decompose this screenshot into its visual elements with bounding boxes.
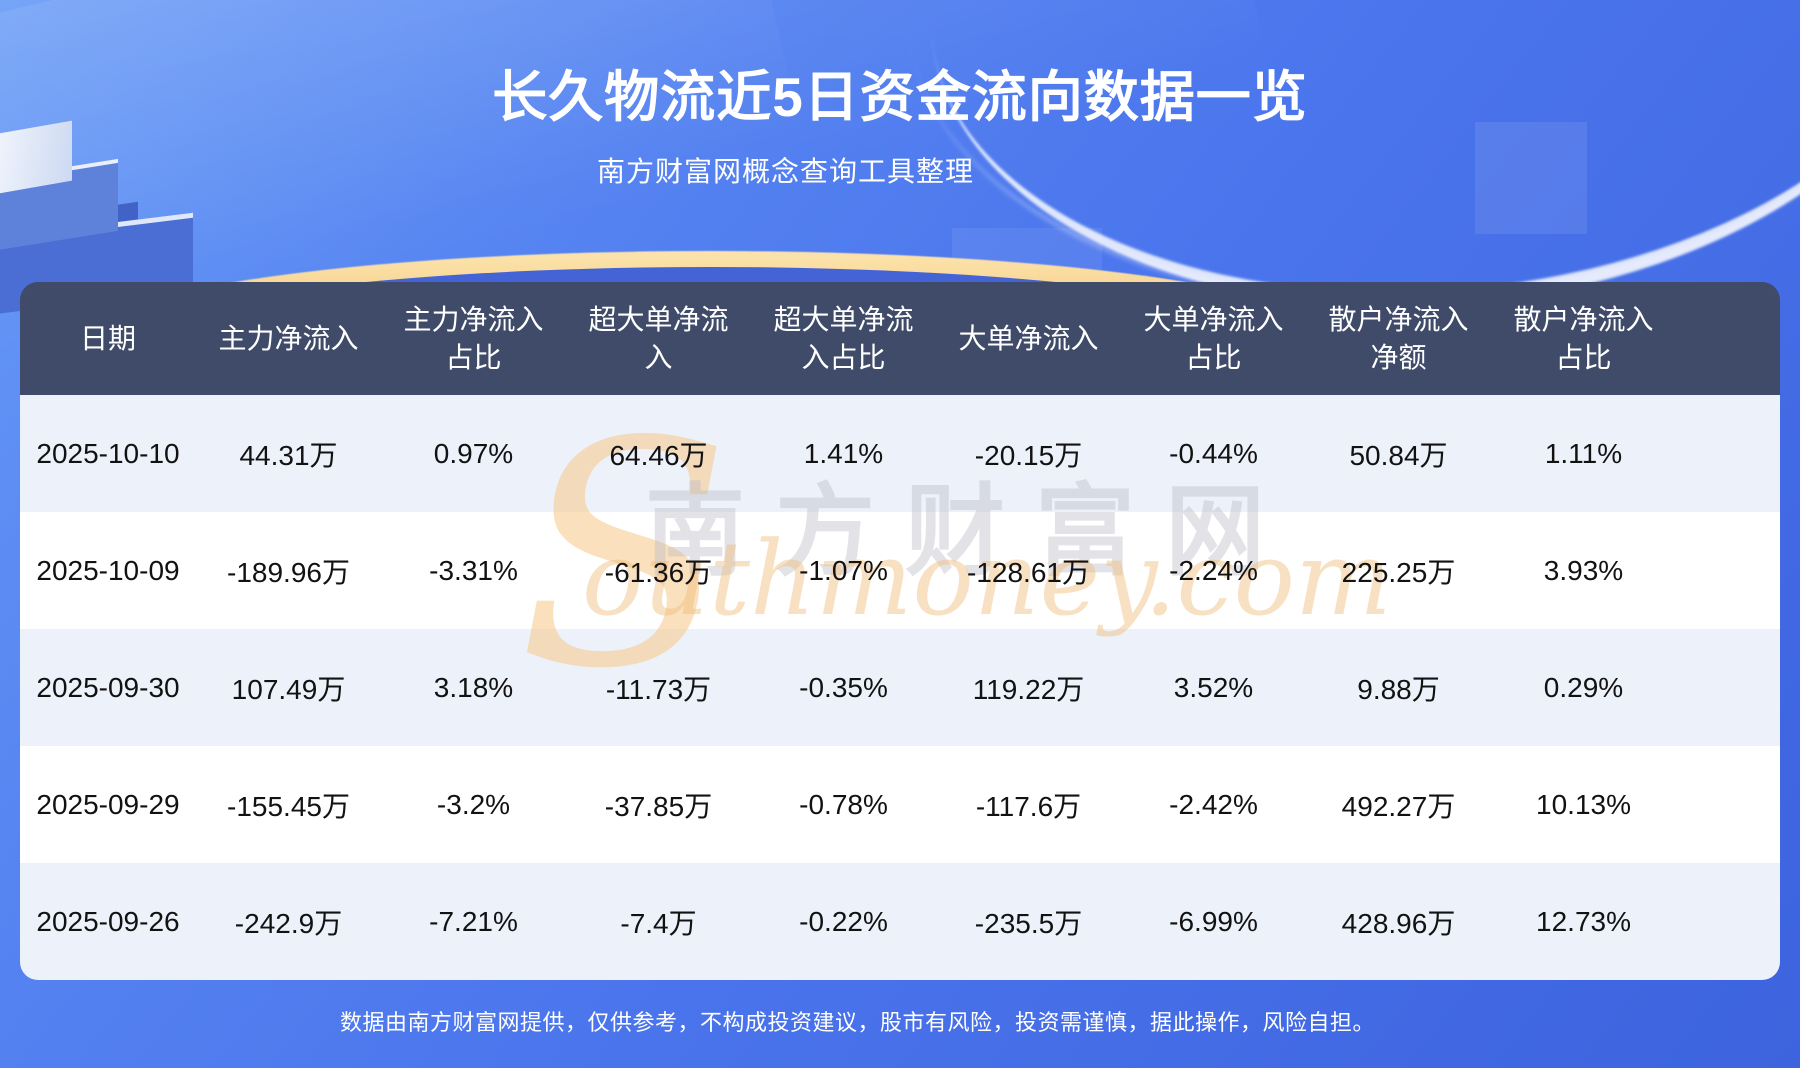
page-title: 长久物流近5日资金流向数据一览 [492,66,1308,128]
table-cell: 10.13% [1536,788,1631,820]
table-cell: -189.96万 [227,556,350,588]
column-header: 主力净流入 [218,322,359,354]
table-row: 2025-10-10 44.31万 0.97% 64.46万 1.41% -20.15万 -… [20,395,1780,512]
table-cell: 9.88万 [1357,673,1440,705]
column-header: 散户净流入占比 [1513,303,1654,373]
page-subtitle: 南方财富网概念查询工具整理 [597,156,975,187]
table-cell: -128.61万 [967,556,1090,588]
fund-flow-table: 日期 主力净流入 主力净流入占比 超大单净流入 超大单净流入占比 大单净流入 大单净流入占比… [20,282,1780,980]
column-header: 散户净流入净额 [1328,303,1469,373]
table-cell: 2025-10-10 [36,437,180,469]
column-header: 大单净流入占比 [1143,303,1284,373]
table-cell: 225.25万 [1341,556,1456,588]
table-cell: -155.45万 [227,790,350,822]
table-row: 2025-09-30 107.49万 3.18% -11.73万 -0.35% 119.2… [20,629,1780,746]
table-cell: -6.99% [1169,905,1258,937]
table-cell: 3.18% [433,671,514,703]
table-cell: -2.24% [1169,554,1258,586]
table-cell: -37.85万 [604,790,713,822]
translucent-panel-decoration [1475,122,1587,234]
table-cell: 0.97% [433,437,514,469]
column-header: 超大单净流入占比 [773,303,914,373]
table-cell: -0.44% [1169,437,1258,469]
column-header: 日期 [79,322,136,354]
table-cell: -61.36万 [604,556,713,588]
table-row: 2025-09-26 -242.9万 -7.21% -7.4万 -0.22% -235.5… [20,863,1780,980]
table-body: 2025-10-10 44.31万 0.97% 64.46万 1.41% -20.15万 -… [20,395,1780,980]
table-cell: -117.6万 [975,790,1082,822]
table-cell: -242.9万 [234,907,343,939]
table-cell: -20.15万 [974,439,1083,471]
column-header: 超大单净流入 [588,303,729,373]
disclaimer-text: 数据由南方财富网提供，仅供参考，不构成投资建议，股市有风险，投资需谨慎，据此操作… [340,1010,1376,1035]
table-cell: -0.22% [799,905,888,937]
table-cell: -0.35% [799,671,888,703]
table-cell: 3.52% [1173,671,1254,703]
table-cell: 0.29% [1543,671,1624,703]
table-cell: 107.49万 [231,673,346,705]
table-cell: 50.84万 [1349,439,1448,471]
table-cell: 3.93% [1543,554,1624,586]
table-cell: 2025-10-09 [36,554,180,586]
table-cell: -235.5万 [974,907,1083,939]
table-cell: 2025-09-29 [36,788,180,820]
table-cell: -2.42% [1169,788,1258,820]
table-cell: 119.22万 [972,673,1085,705]
table-cell: 12.73% [1536,905,1631,937]
table-cell: 64.46万 [609,439,708,471]
table-cell: -0.78% [799,788,888,820]
table-cell: 1.11% [1544,437,1623,469]
table-cell: -7.21% [429,905,518,937]
table-row: 2025-09-29 -155.45万 -3.2% -37.85万 -0.78% -117… [20,746,1780,863]
table-cell: -1.07% [799,554,888,586]
table-cell: 44.31万 [239,439,338,471]
table-row: 2025-10-09 -189.96万 -3.31% -61.36万 -1.07% -12… [20,512,1780,629]
table-cell: -3.31% [429,554,518,586]
column-header: 主力净流入占比 [403,303,544,373]
column-header: 大单净流入 [958,322,1099,354]
table-cell: -11.73万 [605,673,712,705]
table-header-row: 日期 主力净流入 主力净流入占比 超大单净流入 超大单净流入占比 大单净流入 大单净流入占比… [20,282,1780,395]
table-cell: 1.41% [803,437,884,469]
table-cell: -3.2% [436,788,511,820]
table-cell: 2025-09-30 [36,671,180,703]
table-cell: 428.96万 [1341,907,1456,939]
table-cell: 492.27万 [1341,790,1456,822]
table-cell: 2025-09-26 [36,905,180,937]
table-cell: -7.4万 [620,907,697,939]
